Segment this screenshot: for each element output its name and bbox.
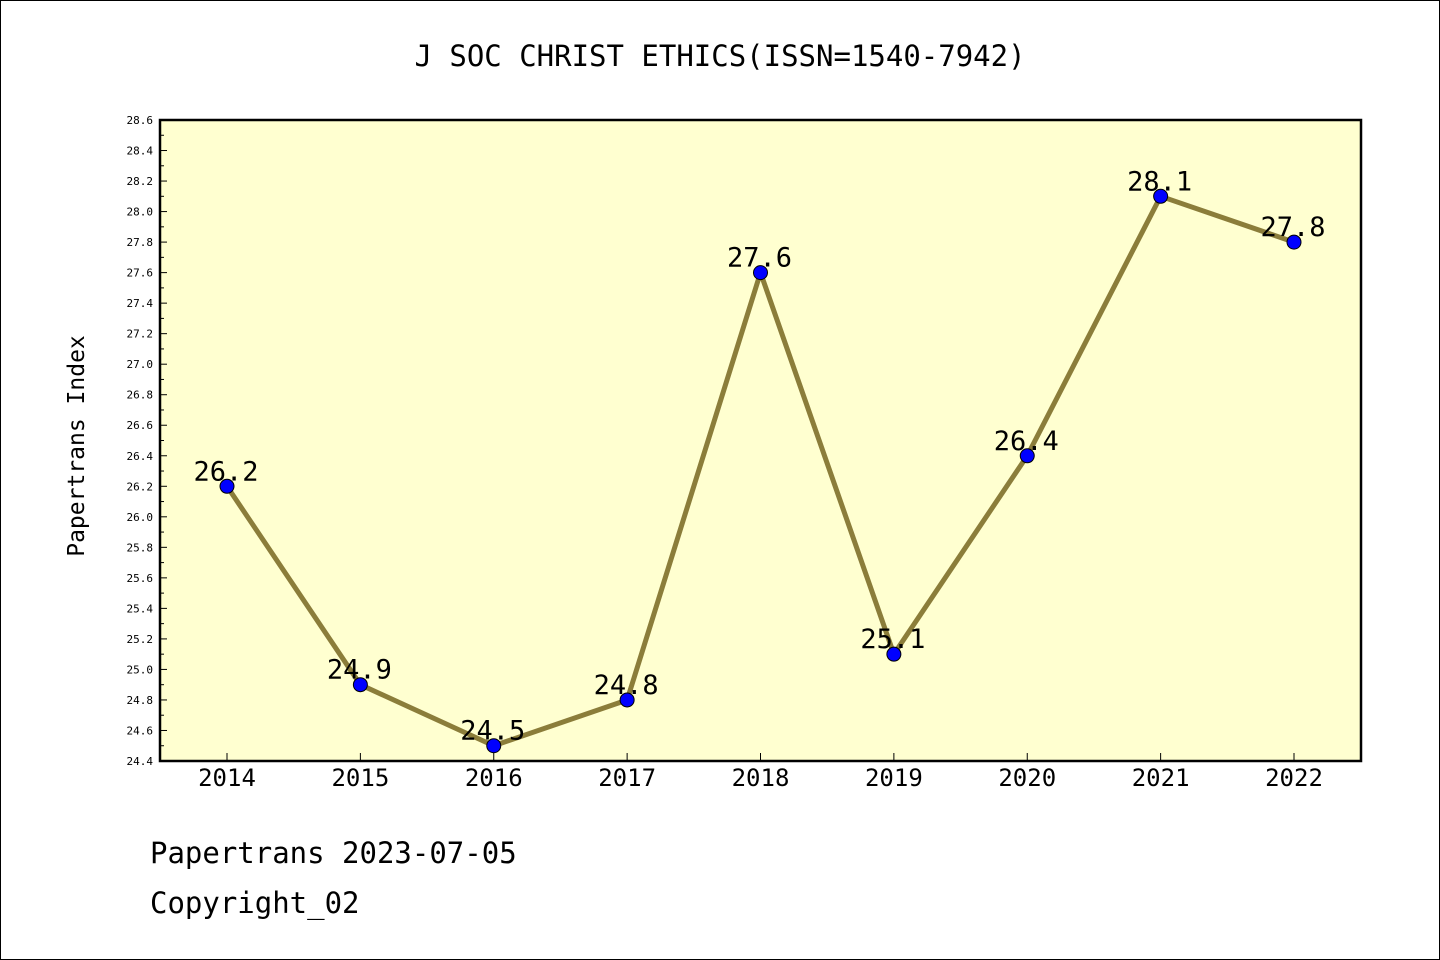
x-tick-label: 2017 xyxy=(598,764,656,792)
y-tick-label: 27.2 xyxy=(127,328,154,341)
data-point xyxy=(219,478,235,494)
y-tick-label: 26.8 xyxy=(127,389,154,402)
x-tick-label: 2015 xyxy=(331,764,389,792)
y-tick-label: 25.0 xyxy=(127,663,154,676)
data-point xyxy=(352,677,368,693)
data-point xyxy=(486,738,502,754)
data-point xyxy=(619,692,635,708)
data-label: 24.5 xyxy=(460,716,525,747)
data-label: 24.8 xyxy=(594,670,659,701)
data-label: 26.2 xyxy=(193,456,258,487)
data-label: 28.1 xyxy=(1127,166,1192,197)
x-tick-label: 2018 xyxy=(732,764,790,792)
plot-area xyxy=(160,120,1361,761)
y-tick-label: 28.6 xyxy=(127,114,154,127)
data-point xyxy=(1286,234,1302,250)
x-tick-label: 2014 xyxy=(198,764,256,792)
data-point xyxy=(1153,188,1169,204)
x-tick-label: 2020 xyxy=(998,764,1056,792)
y-tick-label: 27.6 xyxy=(127,267,154,280)
x-tick-label: 2022 xyxy=(1265,764,1323,792)
data-label: 27.6 xyxy=(727,243,792,274)
y-axis: 24.4 24.6 24.8 25.0 25.2 25.4 25.6 25.8 26.0 26.2… xyxy=(127,114,167,768)
data-label: 25.1 xyxy=(860,624,925,655)
x-tick-label: 2021 xyxy=(1132,764,1190,792)
data-label: 24.9 xyxy=(327,655,392,686)
y-tick-label: 24.4 xyxy=(127,755,154,768)
data-point xyxy=(1019,448,1035,464)
y-tick-label: 27.8 xyxy=(127,236,154,249)
data-point xyxy=(886,646,902,662)
y-tick-label: 25.6 xyxy=(127,572,154,585)
y-tick-label: 28.0 xyxy=(127,206,154,219)
y-tick-label: 27.0 xyxy=(127,358,154,371)
chart-title: J SOC CHRIST ETHICS(ISSN=1540-7942) xyxy=(414,39,1025,73)
y-tick-label: 26.4 xyxy=(127,450,154,463)
y-tick-label: 24.6 xyxy=(127,724,154,737)
footer-copyright: Copyright_02 xyxy=(150,886,360,920)
data-series: 26.2 24.9 24.5 24.8 27.6 25.1 26.4 28.1 27.8 xyxy=(193,166,1326,754)
y-tick-label: 28.2 xyxy=(127,175,154,188)
data-label: 27.8 xyxy=(1260,212,1325,243)
y-tick-label: 25.4 xyxy=(127,602,154,615)
y-tick-label: 28.4 xyxy=(127,145,154,158)
y-tick-label: 26.6 xyxy=(127,419,154,432)
plot-border xyxy=(158,118,1363,763)
data-point xyxy=(753,265,768,281)
data-label: 26.4 xyxy=(994,426,1059,457)
y-tick-label: 24.8 xyxy=(127,694,154,707)
y-tick-label: 25.8 xyxy=(127,541,154,554)
y-axis-label: Papertrans Index xyxy=(64,335,90,557)
x-tick-label: 2016 xyxy=(465,764,523,792)
y-tick-label: 26.0 xyxy=(127,511,154,524)
y-tick-label: 26.2 xyxy=(127,480,154,493)
y-tick-label: 25.2 xyxy=(127,633,154,646)
x-axis: 2014 2015 2016 2017 2018 2019 2020 2021 2022 xyxy=(198,753,1323,792)
footer-date: Papertrans 2023-07-05 xyxy=(150,836,517,870)
x-tick-label: 2019 xyxy=(865,764,923,792)
y-tick-label: 27.4 xyxy=(127,297,154,310)
